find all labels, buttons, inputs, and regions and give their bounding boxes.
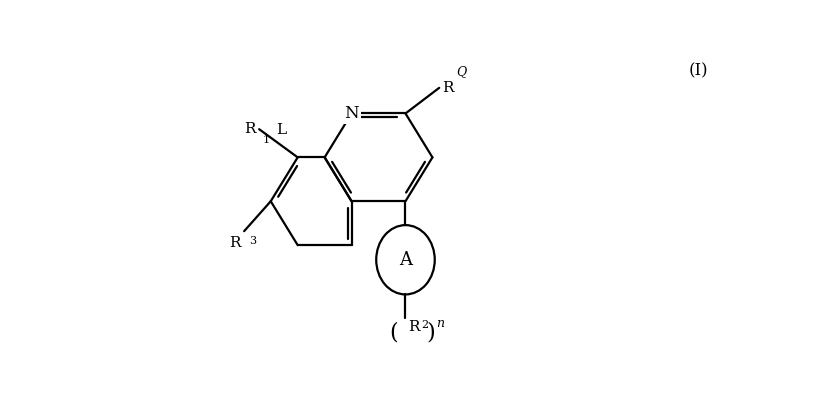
Text: R: R: [442, 81, 454, 95]
Text: R: R: [229, 236, 241, 250]
Text: 1: 1: [263, 135, 270, 145]
Text: n: n: [436, 317, 445, 330]
Text: N: N: [344, 105, 359, 122]
Text: ): ): [427, 321, 435, 343]
Text: Q: Q: [456, 66, 466, 78]
Text: A: A: [399, 251, 412, 269]
Text: R: R: [244, 122, 256, 136]
Text: (: (: [389, 321, 398, 343]
Text: R: R: [408, 320, 420, 334]
Text: L: L: [276, 123, 285, 137]
Text: 2: 2: [421, 320, 428, 330]
Text: 3: 3: [249, 236, 256, 246]
Text: (I): (I): [688, 63, 708, 80]
